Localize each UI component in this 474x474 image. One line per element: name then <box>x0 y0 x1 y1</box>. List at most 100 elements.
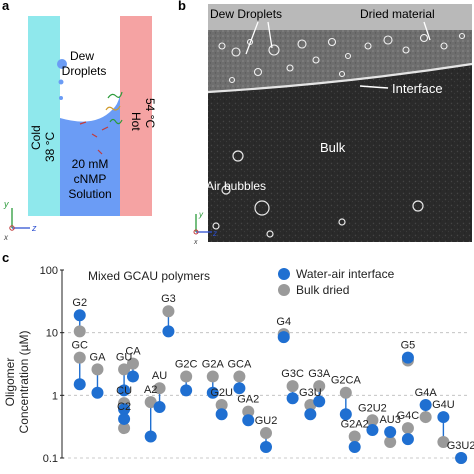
polymer-strand <box>97 149 103 155</box>
interface-label: Interface <box>392 81 443 96</box>
y-tick-label: 10 <box>46 328 58 340</box>
chart-axis: 100 10 1 0.1 <box>40 265 64 465</box>
bulk-point-g2c <box>180 370 193 383</box>
chart-grid <box>62 332 470 459</box>
interface-point-g3u2 <box>455 452 468 464</box>
solution-line-3: Solution <box>68 187 111 201</box>
point-label: G4 <box>276 316 291 328</box>
interface-point-g4u <box>437 411 450 424</box>
point-label: G3C <box>281 368 304 380</box>
point-label: G2CA <box>331 375 362 387</box>
point-label: G2C <box>175 358 198 370</box>
point-label: G2 <box>72 297 87 309</box>
point-label: G5 <box>401 340 416 352</box>
interface-point-g3u <box>304 408 317 421</box>
y-tick-label: 100 <box>40 265 58 277</box>
chart-ylabel-line2: Concentration (µM) <box>17 331 31 434</box>
interface-point-g4 <box>277 331 290 344</box>
bulk-point-ga2 <box>242 405 255 418</box>
bulk-point-au3 <box>384 436 397 449</box>
interface-point-g3c <box>286 392 299 405</box>
axis-z-label: z <box>31 223 37 233</box>
bulk-point-gca <box>233 370 246 383</box>
polymer-strand <box>107 91 123 99</box>
dried-material-label: Dried material <box>360 7 435 21</box>
micrograph-bulk-region <box>208 64 472 242</box>
interface-point-g2u <box>215 408 228 421</box>
interface-pointer <box>359 85 389 89</box>
point-label: GU2 <box>255 415 278 427</box>
cold-temp: 38 °C <box>43 132 57 162</box>
schematic-diagram: Cold 38 °C Hot 54 °C Dew Droplets 20 mM … <box>3 16 157 242</box>
interface-point-a2 <box>144 430 157 443</box>
bulk-point-ga <box>91 363 104 376</box>
bulk-label: Bulk <box>320 140 346 155</box>
chart-title: Mixed GCAU polymers <box>88 269 210 283</box>
micrograph-image: Dew Droplets Dried material Interface Bu… <box>193 4 473 246</box>
dew-label: Dew <box>70 49 94 63</box>
bulk-point-g4u <box>437 436 450 449</box>
interface-point-g2a <box>206 386 219 399</box>
bulk-point-g2a2 <box>348 430 361 443</box>
interface-point-ca <box>126 370 139 383</box>
point-label: CU <box>116 385 132 397</box>
polymer-strand <box>109 118 123 125</box>
interface-point-g5 <box>401 351 414 364</box>
interface-point-g4a <box>419 399 432 412</box>
point-label: GC <box>71 340 88 352</box>
bulk-point-g3 <box>162 305 175 318</box>
polymer-strand <box>105 105 121 111</box>
interface-point-g2 <box>73 309 86 322</box>
micrograph-top-band <box>208 4 472 30</box>
polymer-strand <box>101 126 109 131</box>
panel-b-letter: b <box>178 0 186 13</box>
polymer-strand <box>91 133 98 138</box>
hot-label: Hot <box>129 112 143 131</box>
interface-point-au3 <box>384 425 397 438</box>
point-label: AU3 <box>379 414 400 426</box>
bulk-point-g2a <box>206 370 219 383</box>
chart-legend: Water-air interface Bulk dried <box>278 267 395 297</box>
point-label: GU <box>116 351 133 363</box>
axis-y-label: y <box>198 210 204 219</box>
point-label: GA2 <box>237 394 259 406</box>
point-label: G2A2 <box>341 419 369 431</box>
dried-pointer <box>423 21 431 41</box>
point-label: C2 <box>117 401 131 413</box>
interface-point-g2u2 <box>366 423 379 436</box>
air-bubbles <box>212 150 424 238</box>
solution-line-2: cNMP <box>74 172 107 186</box>
interface-point-gca <box>233 382 246 395</box>
legend-label-bulk: Bulk dried <box>296 283 349 297</box>
bulk-point-g4a <box>419 411 432 424</box>
interface-point-gc <box>73 378 86 391</box>
axis-triad: y z x <box>193 210 217 246</box>
interface-point-g3 <box>162 325 175 338</box>
interface-point-g4c <box>401 433 414 446</box>
air-bubbles-label: Air bubbles <box>206 179 266 193</box>
point-label: G3A <box>308 368 331 380</box>
cold-label: Cold <box>29 125 43 150</box>
hot-temp: 54 °C <box>143 98 157 128</box>
interface-point-g2ca <box>339 408 352 421</box>
interface-point-ga2 <box>242 414 255 427</box>
point-label: AU <box>152 370 167 382</box>
interface-point-c2 <box>118 412 131 425</box>
point-label: G2U <box>210 387 233 399</box>
bulk-point-gu <box>118 363 131 376</box>
dew-droplet <box>58 79 64 85</box>
axis-x-label: x <box>193 239 198 246</box>
y-tick-label: 0.1 <box>43 453 58 465</box>
interface-line <box>207 62 473 94</box>
chart-ylabel-line1: Oligomer <box>3 358 17 407</box>
point-label: G3 <box>161 293 176 305</box>
bulk-point-ca <box>126 357 139 370</box>
interface-point-g3a <box>313 395 326 408</box>
bulk-point-g2u <box>215 399 228 412</box>
solution-line-1: 20 mM <box>72 157 109 171</box>
point-label: CA <box>125 346 141 358</box>
bulk-point-g2u2 <box>366 414 379 427</box>
panel-c-letter: c <box>2 250 10 265</box>
